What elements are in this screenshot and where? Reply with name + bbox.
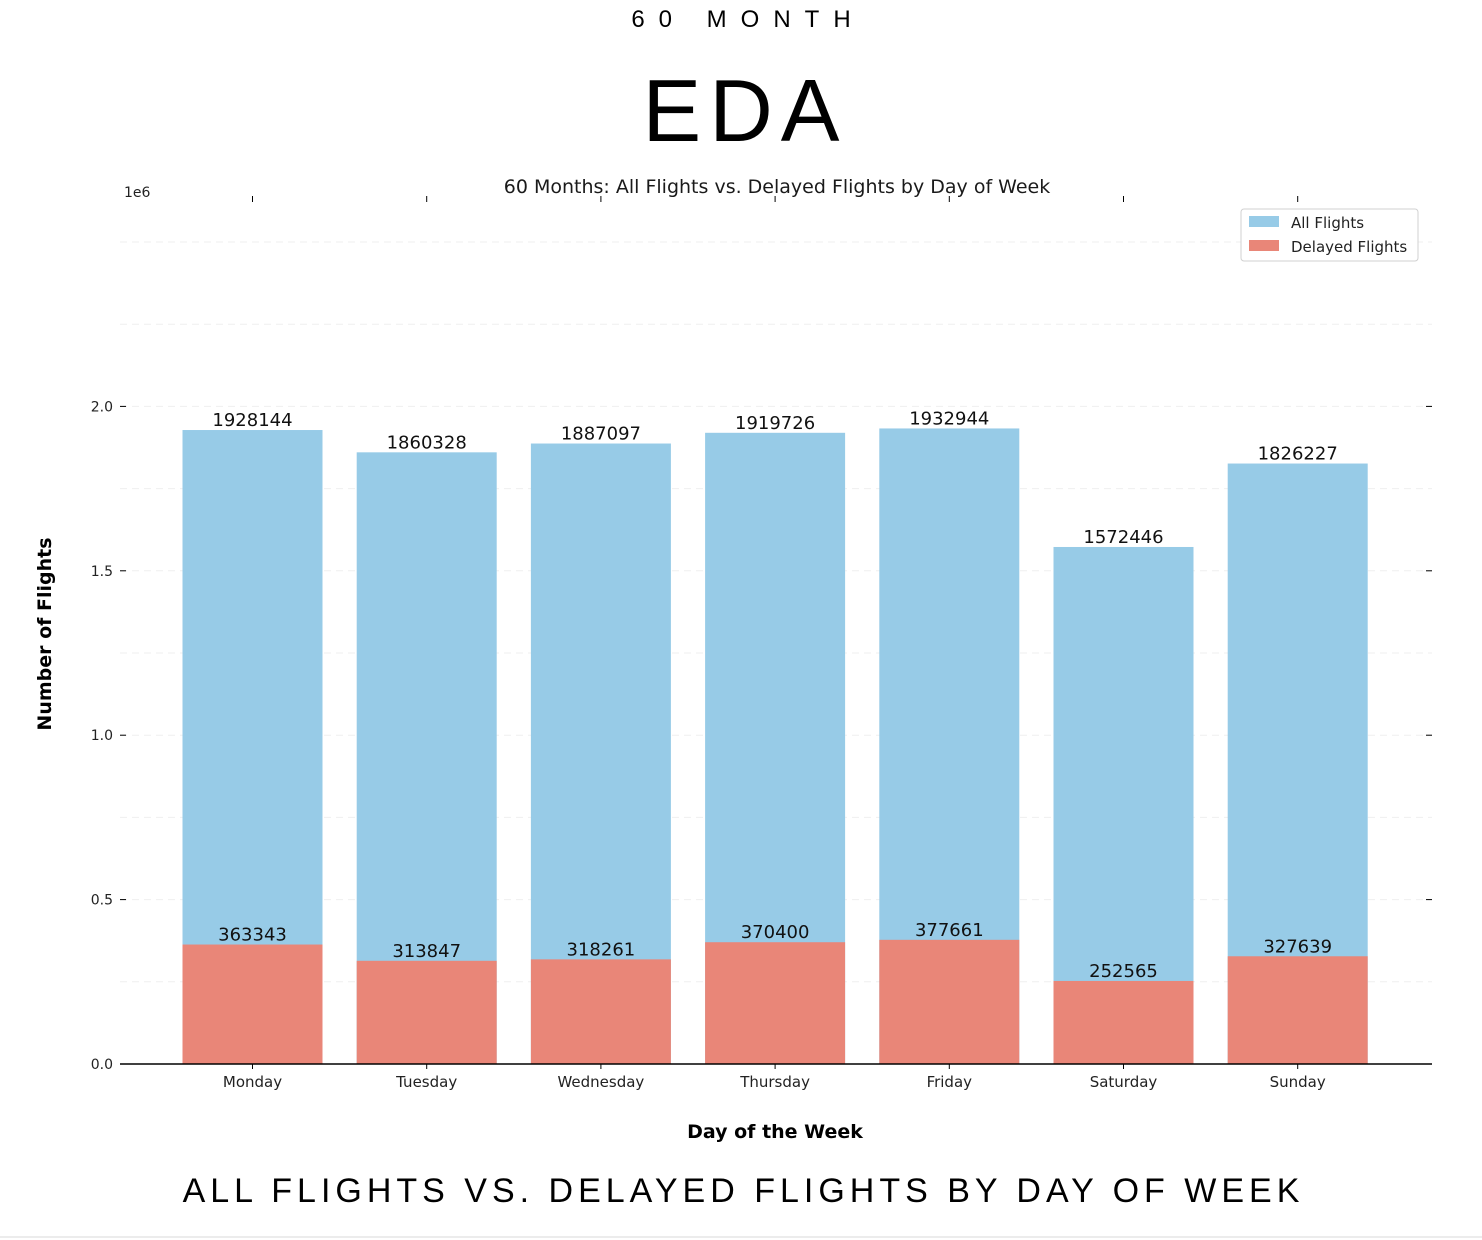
bar-all-flights [1053, 546, 1194, 1064]
x-tick-label: Sunday [1270, 1073, 1326, 1091]
y-tick-label: 2.0 [91, 399, 113, 415]
grid-lines [120, 241, 1432, 983]
page-caption: ALL FLIGHTS VS. DELAYED FLIGHTS BY DAY O… [182, 1172, 1305, 1210]
x-tick-label: Tuesday [395, 1073, 457, 1091]
bar-label-delayed-flights: 252565 [1089, 961, 1158, 982]
bar-label-all-flights: 1928144 [212, 410, 292, 431]
bar-label-delayed-flights: 370400 [741, 922, 810, 943]
bar-delayed-flights [356, 960, 497, 1064]
chart-title: 60 Months: All Flights vs. Delayed Fligh… [504, 176, 1050, 198]
legend-swatch-all-flights [1249, 216, 1279, 227]
y-tick-label: 0.0 [91, 1057, 113, 1073]
x-tick-label: Wednesday [557, 1073, 644, 1091]
bar-delayed-flights [705, 942, 846, 1064]
bar-label-all-flights: 1860328 [387, 432, 467, 453]
x-tick-label: Monday [223, 1073, 282, 1091]
bar-label-all-flights: 1572446 [1083, 527, 1163, 548]
legend-label-all-flights: All Flights [1291, 214, 1364, 232]
y-tick-label: 0.5 [91, 893, 113, 909]
legend-label-delayed-flights: Delayed Flights [1291, 238, 1407, 256]
page-headline: EDA [642, 61, 848, 160]
y-tick-label: 1.0 [91, 728, 113, 744]
flights-by-day-chart: 60 Months: All Flights vs. Delayed Fligh… [34, 176, 1432, 1143]
chart-legend: All Flights Delayed Flights [1240, 208, 1419, 262]
bar-label-all-flights: 1919726 [735, 413, 815, 434]
y-axis-scale-label: 1e6 [124, 185, 151, 201]
page-kicker: 60 MONTH [631, 6, 865, 33]
bar-label-delayed-flights: 313847 [392, 941, 461, 962]
bar-delayed-flights [182, 944, 323, 1064]
bar-delayed-flights [879, 939, 1020, 1064]
all-flights-bars [182, 428, 1368, 1065]
y-tick-label: 1.5 [91, 564, 113, 580]
bar-value-labels: 1928144 363343 1860328 313847 1887097 318261 1… [212, 408, 1337, 982]
bar-label-all-flights: 1887097 [561, 424, 641, 445]
bar-label-delayed-flights: 327639 [1263, 936, 1332, 957]
axis-ticks: 0.0 0.5 1.0 1.5 2.0 Monday Tuesday Wednesday Thu… [91, 196, 1432, 1091]
bar-label-delayed-flights: 363343 [218, 925, 287, 946]
bar-label-delayed-flights: 377661 [915, 920, 984, 941]
bar-label-all-flights: 1932944 [909, 408, 989, 429]
x-tick-label: Thursday [739, 1073, 810, 1091]
x-tick-label: Friday [927, 1073, 973, 1091]
bar-delayed-flights [1227, 956, 1368, 1064]
delayed-flights-bars [182, 939, 1368, 1064]
bar-delayed-flights [1053, 980, 1194, 1064]
legend-swatch-delayed-flights [1249, 240, 1279, 251]
x-axis-label: Day of the Week [687, 1121, 863, 1143]
bottom-divider [0, 1236, 1482, 1238]
x-tick-label: Saturday [1090, 1073, 1158, 1091]
bar-label-delayed-flights: 318261 [567, 939, 636, 960]
bar-delayed-flights [530, 959, 671, 1064]
legend-box [1240, 208, 1419, 262]
y-axis-label: Number of Flights [34, 537, 56, 730]
bar-label-all-flights: 1826227 [1258, 444, 1338, 465]
